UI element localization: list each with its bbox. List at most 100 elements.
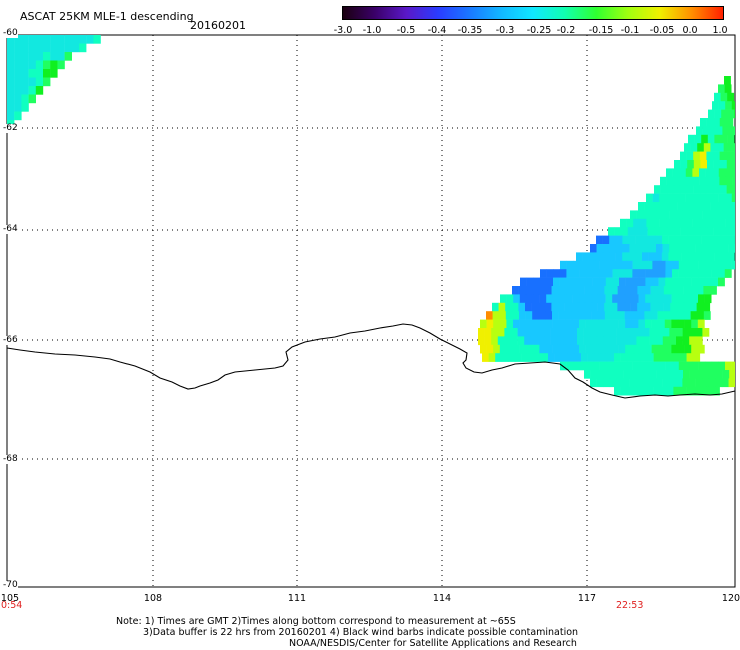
swath-cell xyxy=(14,103,22,112)
swath-cell xyxy=(643,302,651,312)
swath-cell xyxy=(660,176,667,186)
swath-cell xyxy=(544,302,552,312)
swath-cell xyxy=(579,260,587,270)
swath-cell xyxy=(526,344,534,354)
swath-cell xyxy=(630,210,637,220)
swath-cell xyxy=(43,69,51,78)
swath-cell xyxy=(709,370,717,379)
swath-cell xyxy=(697,311,705,320)
swath-cell xyxy=(677,311,685,320)
swath-cell xyxy=(727,109,735,119)
swath-cell xyxy=(686,353,694,362)
swath-cell xyxy=(706,176,714,186)
swath-cell xyxy=(538,286,546,295)
swath-cell xyxy=(577,302,585,312)
swath-cell xyxy=(14,77,22,87)
swath-cell xyxy=(654,227,662,236)
swath-cell xyxy=(686,151,694,161)
swath-cell xyxy=(579,361,587,371)
swath-cell xyxy=(705,269,712,278)
swath-cell xyxy=(14,35,22,44)
swath-cell xyxy=(592,344,600,354)
swath-cell xyxy=(671,202,678,211)
swath-cell xyxy=(693,160,701,169)
swath-cell xyxy=(571,302,579,312)
swath-cell xyxy=(668,252,676,262)
swath-cell xyxy=(629,336,637,346)
swath-cell xyxy=(630,302,638,312)
swath-cell xyxy=(7,60,15,70)
swath-cell xyxy=(706,185,714,194)
swath-cell xyxy=(546,277,554,287)
swath-cell xyxy=(732,168,735,178)
swath-cell xyxy=(611,286,618,295)
swath-cell xyxy=(604,311,612,320)
swath-cell xyxy=(618,311,625,320)
swath-cell xyxy=(7,111,15,121)
swath-cell xyxy=(506,344,514,354)
swath-cell xyxy=(684,143,691,152)
swath-cell xyxy=(701,134,709,144)
swath-cell xyxy=(702,244,710,253)
swath-cell xyxy=(532,311,540,320)
swath-cell xyxy=(705,260,713,270)
swath-cell xyxy=(721,109,729,119)
swath-cell xyxy=(664,202,672,211)
swath-cell xyxy=(615,235,623,245)
swath-cell xyxy=(724,84,732,94)
swath-cell xyxy=(692,260,699,270)
swath-cell xyxy=(685,277,692,287)
swath-cell xyxy=(660,185,668,194)
swath-cell xyxy=(636,244,644,253)
colorbar-tick-label: -0.25 xyxy=(526,25,552,36)
lon-label: 117 xyxy=(577,593,597,604)
lat-label: -64 xyxy=(3,224,18,234)
swath-cell xyxy=(733,160,735,169)
swath-cell xyxy=(525,311,533,320)
swath-cell xyxy=(626,260,633,270)
swath-cell xyxy=(28,60,36,70)
swath-cell xyxy=(721,252,729,262)
swath-cell xyxy=(650,370,657,379)
swath-cell xyxy=(689,378,696,388)
swath-cell xyxy=(718,168,726,178)
swath-cell xyxy=(636,328,644,337)
swath-cell xyxy=(515,353,522,362)
swath-cell xyxy=(591,311,599,320)
swath-cell xyxy=(728,378,735,388)
swath-cell xyxy=(632,294,639,304)
swath-cell xyxy=(28,94,36,104)
swath-cell xyxy=(697,202,705,211)
swath-cell xyxy=(642,252,649,262)
swath-cell xyxy=(486,319,494,329)
swath-cell xyxy=(480,319,487,329)
swath-cell xyxy=(677,286,684,295)
swath-cell xyxy=(35,52,44,61)
swath-cell xyxy=(573,260,581,270)
swath-cell xyxy=(497,328,505,337)
swath-cell xyxy=(645,260,653,270)
swath-cell xyxy=(618,344,626,354)
lon-label: 114 xyxy=(432,593,452,604)
swath-cell xyxy=(663,210,670,220)
swath-cell xyxy=(585,319,593,329)
swath-cell xyxy=(596,336,604,346)
swath-cell xyxy=(701,252,709,262)
swath-cell xyxy=(664,311,672,320)
swath-cell xyxy=(572,344,580,354)
swath-cell xyxy=(703,311,711,320)
swath-cell xyxy=(671,294,679,304)
swath-cell xyxy=(7,77,15,87)
swath-cell xyxy=(644,311,652,320)
swath-cell xyxy=(625,319,633,329)
swath-cell xyxy=(699,386,707,396)
swath-cell xyxy=(14,52,22,61)
colorbar-tick-label: 0.0 xyxy=(682,25,698,36)
swath-cell xyxy=(566,260,574,270)
swath-cell xyxy=(501,353,509,362)
swath-cell xyxy=(672,260,680,270)
swath-cell xyxy=(698,294,705,304)
swath-cell xyxy=(645,319,652,329)
swath-cell xyxy=(703,143,711,152)
swath-cell xyxy=(632,277,640,287)
